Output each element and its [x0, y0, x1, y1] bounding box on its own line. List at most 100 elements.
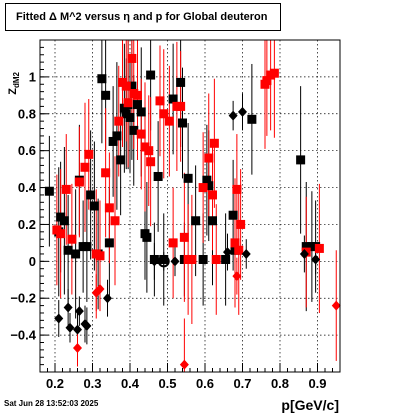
data-point-diamond: [95, 284, 105, 294]
data-points: [44, 53, 341, 370]
data-point-square: [44, 186, 54, 196]
data-point-square: [208, 216, 217, 226]
data-point-square: [159, 254, 169, 264]
data-point-diamond: [331, 300, 341, 311]
axis-ticks: [39, 39, 341, 373]
data-point-square: [168, 238, 178, 248]
data-point-square: [314, 243, 324, 253]
data-point-diamond: [311, 254, 321, 265]
data-point-square: [209, 138, 219, 148]
y-tick-label: 0.4: [18, 180, 37, 195]
y-tick-label: 0.6: [18, 143, 36, 158]
data-point-square: [153, 171, 163, 181]
data-point-square: [164, 116, 174, 126]
data-point-square: [155, 96, 165, 106]
data-point-square: [247, 114, 257, 124]
data-point-square: [234, 245, 244, 255]
data-point-square: [86, 190, 96, 200]
x-tick-label: 0.2: [46, 376, 64, 391]
data-point-square: [61, 184, 71, 194]
data-point-square: [262, 76, 272, 86]
data-point-square: [80, 162, 90, 172]
data-point-square: [168, 94, 178, 104]
data-point-square: [108, 136, 118, 146]
x-tick-label: 0.8: [271, 376, 289, 391]
data-point-square: [228, 210, 238, 220]
y-tick-labels: −0.4 −0.2 0 0.2 0.4 0.6 0.8 1: [10, 69, 36, 342]
data-point-square: [133, 100, 142, 110]
timestamp: Sat Jun 28 13:52:03 2025: [4, 399, 99, 408]
data-point-square: [159, 109, 169, 119]
data-point-square: [101, 168, 111, 178]
data-point-square: [74, 177, 84, 187]
data-point-square: [84, 149, 94, 159]
data-point-square: [202, 175, 212, 185]
data-point-diamond: [238, 106, 247, 117]
x-tick-label: 0.5: [158, 376, 176, 391]
data-point-square: [97, 74, 107, 84]
data-point-square: [127, 53, 137, 63]
data-point-diamond: [223, 247, 232, 258]
x-tick-label: 0.3: [83, 376, 101, 391]
data-point-square: [67, 234, 77, 244]
data-point-diamond: [82, 320, 92, 331]
data-point-diamond: [103, 293, 112, 304]
y-tick-label: −0.4: [10, 328, 36, 343]
y-tick-label: 1: [29, 69, 36, 84]
y-tick-label: 0.2: [18, 217, 36, 232]
data-point-square: [89, 201, 99, 211]
data-point-diamond: [241, 248, 251, 259]
data-point-square: [191, 216, 201, 226]
data-point-square: [232, 184, 242, 194]
data-point-square: [204, 181, 214, 191]
x-tick-label: 0.4: [121, 376, 140, 391]
data-point-square: [146, 157, 156, 167]
x-tick-label: 0.9: [308, 376, 326, 391]
data-point-square: [110, 216, 120, 226]
data-point-square: [236, 219, 246, 229]
data-point-square: [204, 153, 214, 163]
data-point-square: [104, 238, 114, 248]
data-point-square: [176, 77, 186, 87]
data-point-diamond: [73, 343, 82, 354]
data-point-square: [104, 203, 114, 213]
data-point-square: [187, 254, 197, 264]
data-point-diamond: [73, 324, 82, 335]
data-point-square: [56, 229, 66, 239]
y-tick-label: 0.8: [18, 106, 36, 121]
data-point-square: [112, 131, 122, 141]
data-point-diamond: [63, 302, 73, 313]
data-point-square: [179, 232, 189, 242]
data-point-diamond: [228, 110, 238, 121]
data-point-diamond: [149, 256, 159, 267]
data-point-diamond: [65, 322, 75, 333]
data-point-square: [301, 242, 311, 252]
data-point-square: [125, 112, 135, 122]
x-axis-label: p[GeV/c]: [281, 397, 339, 413]
data-point-square: [269, 68, 279, 78]
data-point-square: [116, 155, 126, 165]
y-tick-label: 0: [29, 254, 36, 269]
data-point-square: [176, 101, 186, 111]
chart-title: Fitted Δ M^2 versus η and p for Global d…: [5, 3, 281, 31]
data-point-diamond: [170, 256, 180, 267]
data-point-diamond: [74, 306, 84, 317]
data-point-square: [142, 232, 152, 242]
data-point-square: [121, 81, 131, 91]
data-point-square: [123, 98, 133, 108]
data-point-square: [82, 242, 92, 252]
y-tick-label: −0.2: [10, 291, 36, 306]
x-tick-label: 0.6: [196, 376, 214, 391]
data-point-diamond: [54, 313, 64, 324]
data-point-square: [127, 81, 137, 91]
data-point-diamond: [299, 248, 309, 259]
y-axis-label: ZdM2: [7, 71, 21, 94]
data-point-circle: [157, 255, 170, 268]
data-point-square: [208, 190, 217, 200]
data-point-square: [101, 90, 111, 100]
data-point-square: [183, 173, 193, 183]
data-point-square: [221, 254, 231, 264]
data-point-square: [59, 216, 69, 226]
data-point-square: [129, 125, 139, 135]
data-point-square: [178, 118, 187, 128]
